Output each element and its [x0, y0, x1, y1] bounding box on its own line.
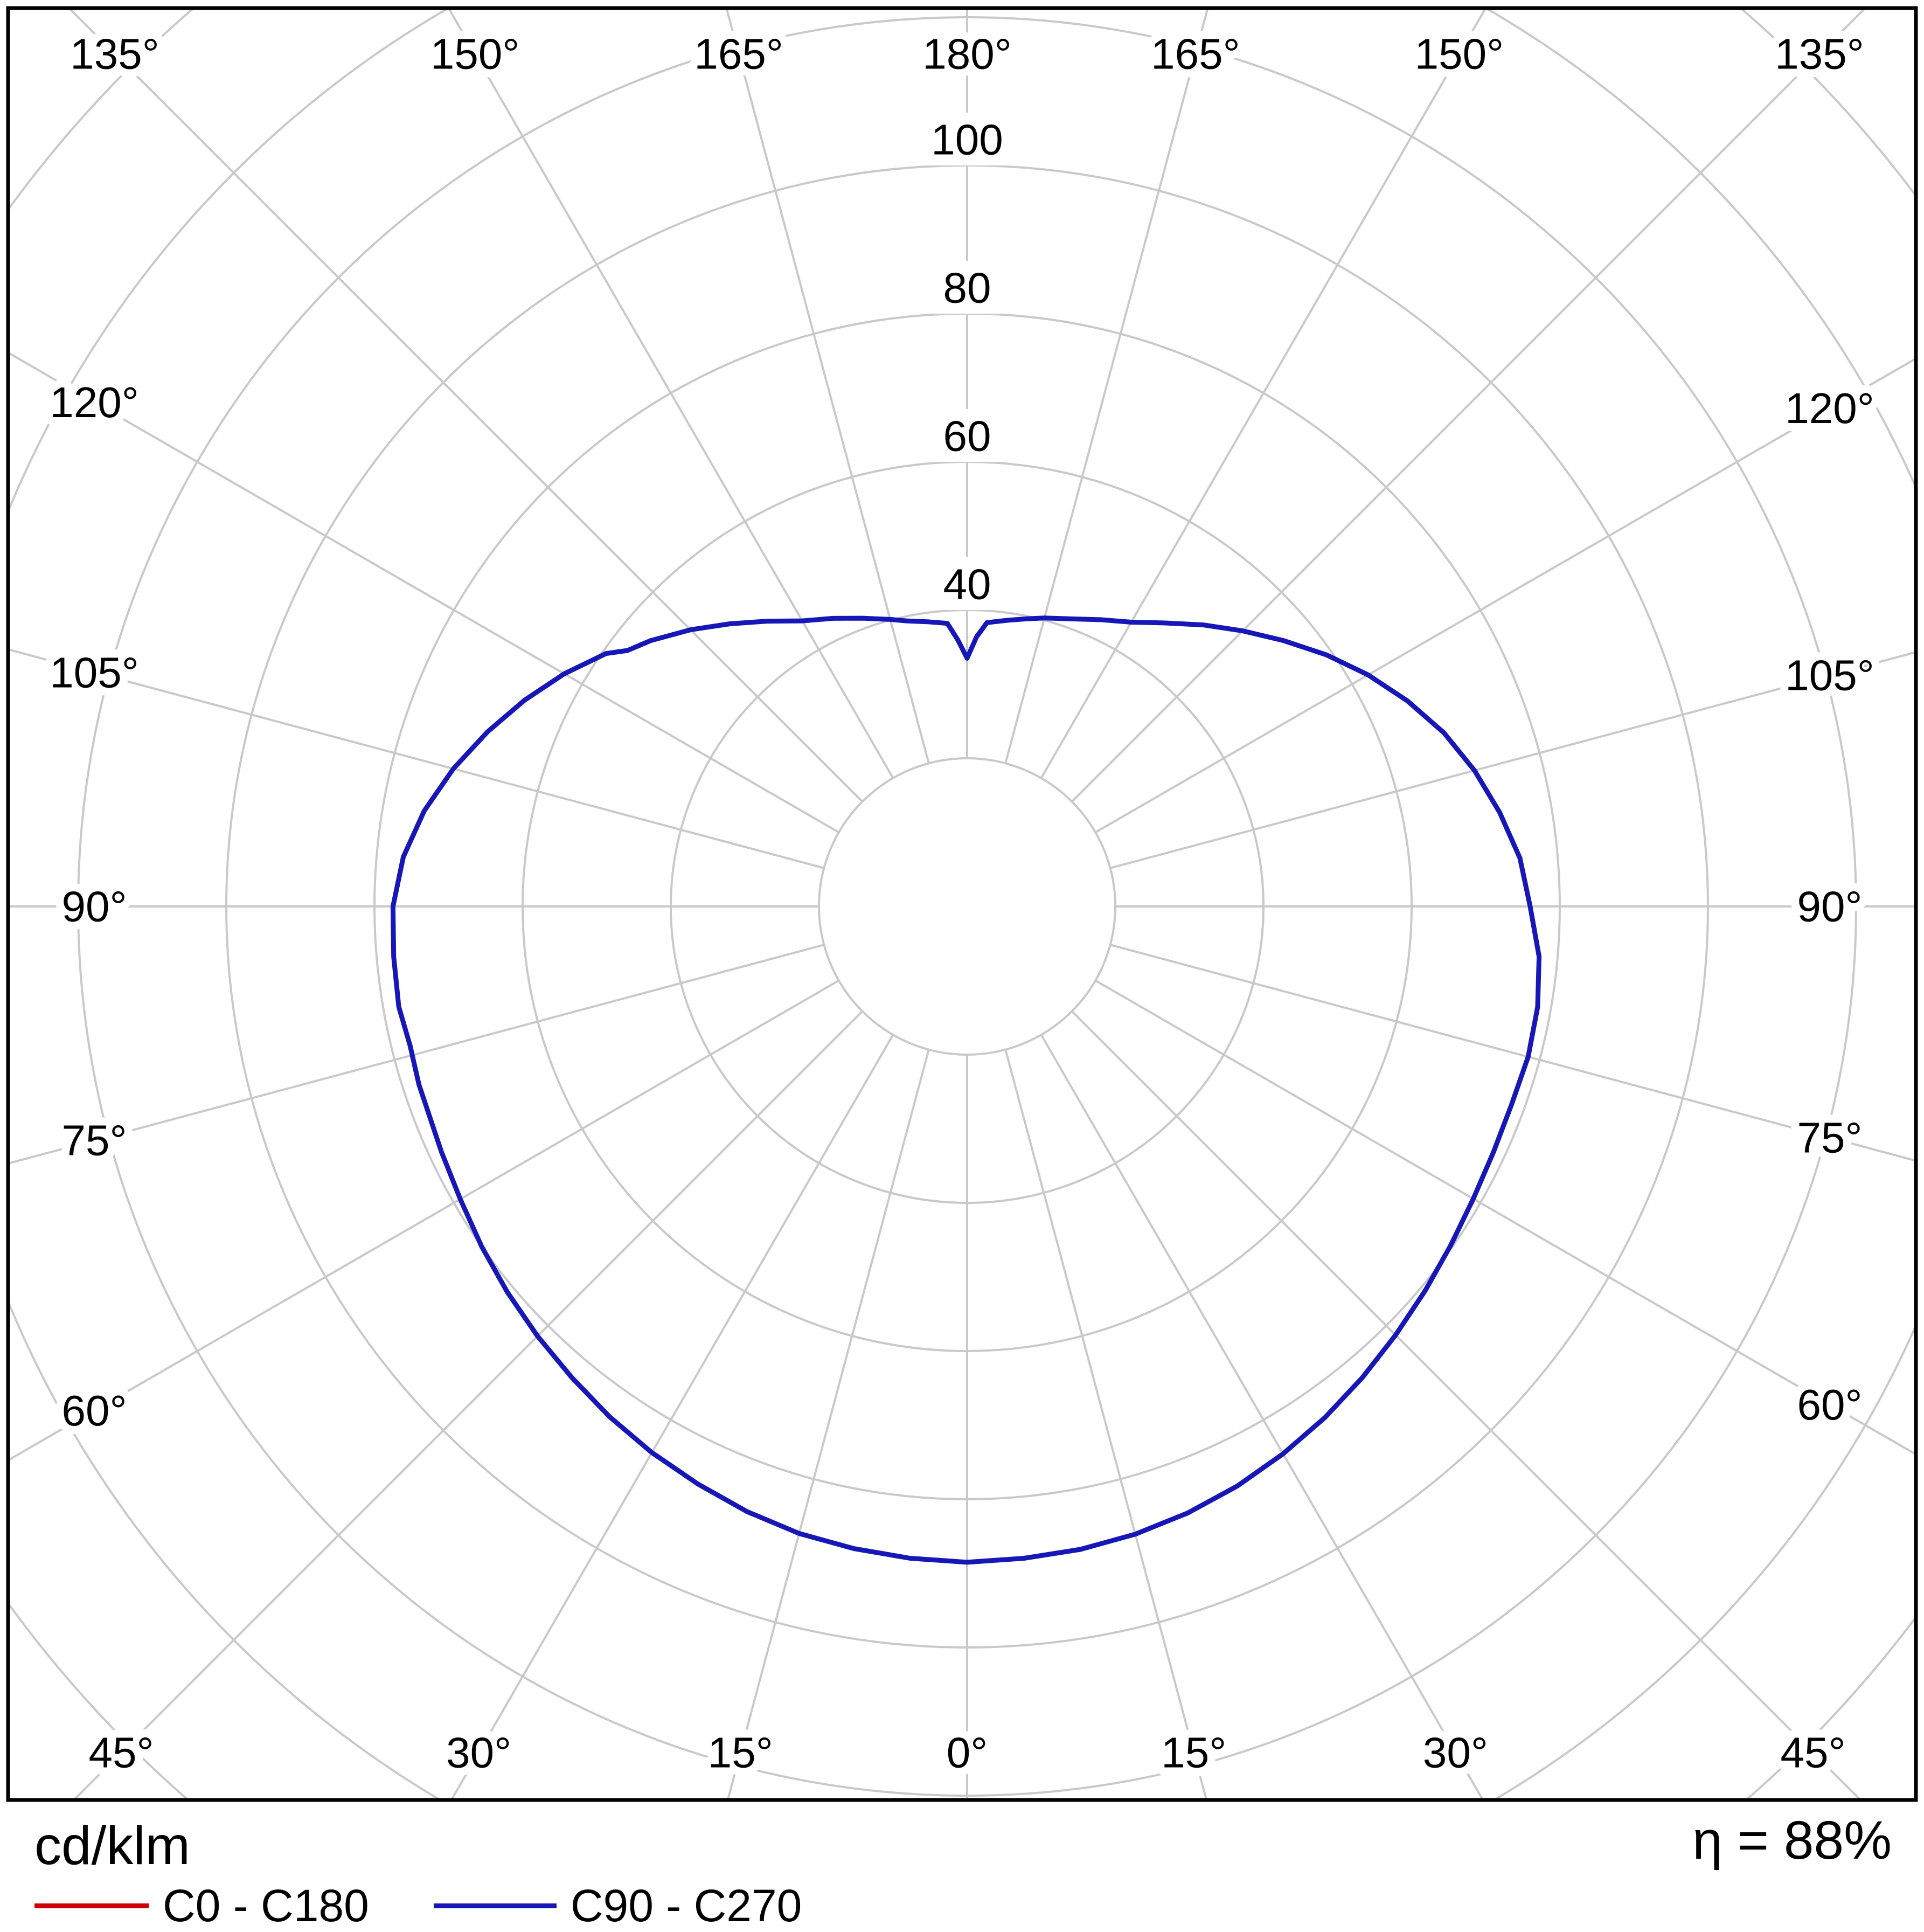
ring-label: 60 — [943, 412, 991, 460]
angle-label: 30° — [1423, 1729, 1488, 1777]
grid-radial-line — [1004, 10, 1208, 764]
unit-label: cd/klm — [34, 1816, 190, 1876]
angle-label: 105° — [1785, 652, 1874, 700]
angle-label: 165° — [694, 30, 783, 78]
angle-label: 75° — [62, 1117, 127, 1165]
ring-label: 40 — [943, 560, 991, 608]
legend-swatch-c90-line — [433, 1903, 557, 1908]
angle-label: 90° — [62, 883, 127, 931]
grid-radial-line — [74, 1010, 863, 1798]
legend-label-c0: C0 - C180 — [163, 1880, 369, 1931]
grid-radial-line — [1110, 651, 1914, 869]
angle-label: 60° — [1797, 1381, 1863, 1429]
angle-label: 0° — [947, 1729, 988, 1777]
angle-label: 165° — [1151, 30, 1240, 78]
grid-radial-line — [451, 1034, 894, 1798]
grid-radial-line — [1071, 1010, 1860, 1798]
legend-label-c90: C90 - C270 — [570, 1880, 802, 1931]
legend-swatch-c0-line — [34, 1903, 149, 1908]
angle-label: 135° — [70, 30, 159, 78]
ring-labels: 40 60 80 100 — [920, 113, 1015, 610]
angle-label: 180° — [922, 30, 1011, 78]
grid-radial-line — [727, 1049, 930, 1798]
ring-label: 80 — [943, 264, 991, 312]
grid-radial-line — [448, 10, 894, 779]
grid-radial-line — [1095, 979, 1914, 1455]
angle-label: 90° — [1797, 883, 1863, 931]
ring-label-mask — [920, 113, 1015, 165]
grid-radial-line — [1110, 944, 1914, 1162]
angle-label: 150° — [1415, 30, 1504, 78]
chart-border — [6, 6, 1918, 1802]
ring-label-mask — [920, 409, 1015, 462]
ring-label-mask — [920, 261, 1015, 314]
grid-radial-line — [10, 648, 824, 869]
grid-radial-line — [1040, 1034, 1483, 1798]
grid-radial-line — [1071, 10, 1865, 802]
angle-label: 135° — [1775, 30, 1864, 78]
ring-label: 100 — [931, 116, 1003, 164]
legend: C0 - C180 C90 - C270 — [34, 1880, 802, 1932]
angle-label: 15° — [1161, 1729, 1226, 1777]
grid-radial-line — [10, 979, 839, 1461]
angle-label: 150° — [430, 30, 519, 78]
grid-circle — [818, 757, 1116, 1056]
intensity-curve-c90-c270 — [390, 615, 1542, 1565]
angle-label: 105° — [50, 648, 138, 696]
angle-labels: 0° 15° 15° 30° 30° 45° 45° 60° 60° 75° 75° 90° 90° 10… — [41, 22, 1882, 1785]
grid-radial-line — [10, 352, 839, 834]
grid-radial-line — [726, 10, 930, 764]
grid-radial-line — [1040, 10, 1487, 779]
angle-label: 60° — [62, 1387, 127, 1435]
grid-radial-line — [1095, 358, 1914, 834]
angle-label: 120° — [1785, 384, 1874, 432]
angle-label: 30° — [446, 1729, 511, 1777]
grid-radial-line — [1004, 1049, 1207, 1798]
angle-label: 15° — [708, 1729, 773, 1777]
grid-radial-line — [69, 10, 863, 802]
angle-label: 45° — [89, 1729, 154, 1777]
angle-label: 120° — [50, 378, 138, 426]
angle-label: 45° — [1781, 1729, 1846, 1777]
angle-label: 75° — [1797, 1114, 1863, 1162]
efficiency-label: η = 88% — [1692, 1810, 1892, 1871]
ring-label-mask — [920, 557, 1015, 610]
grid-radial-line — [10, 944, 824, 1165]
